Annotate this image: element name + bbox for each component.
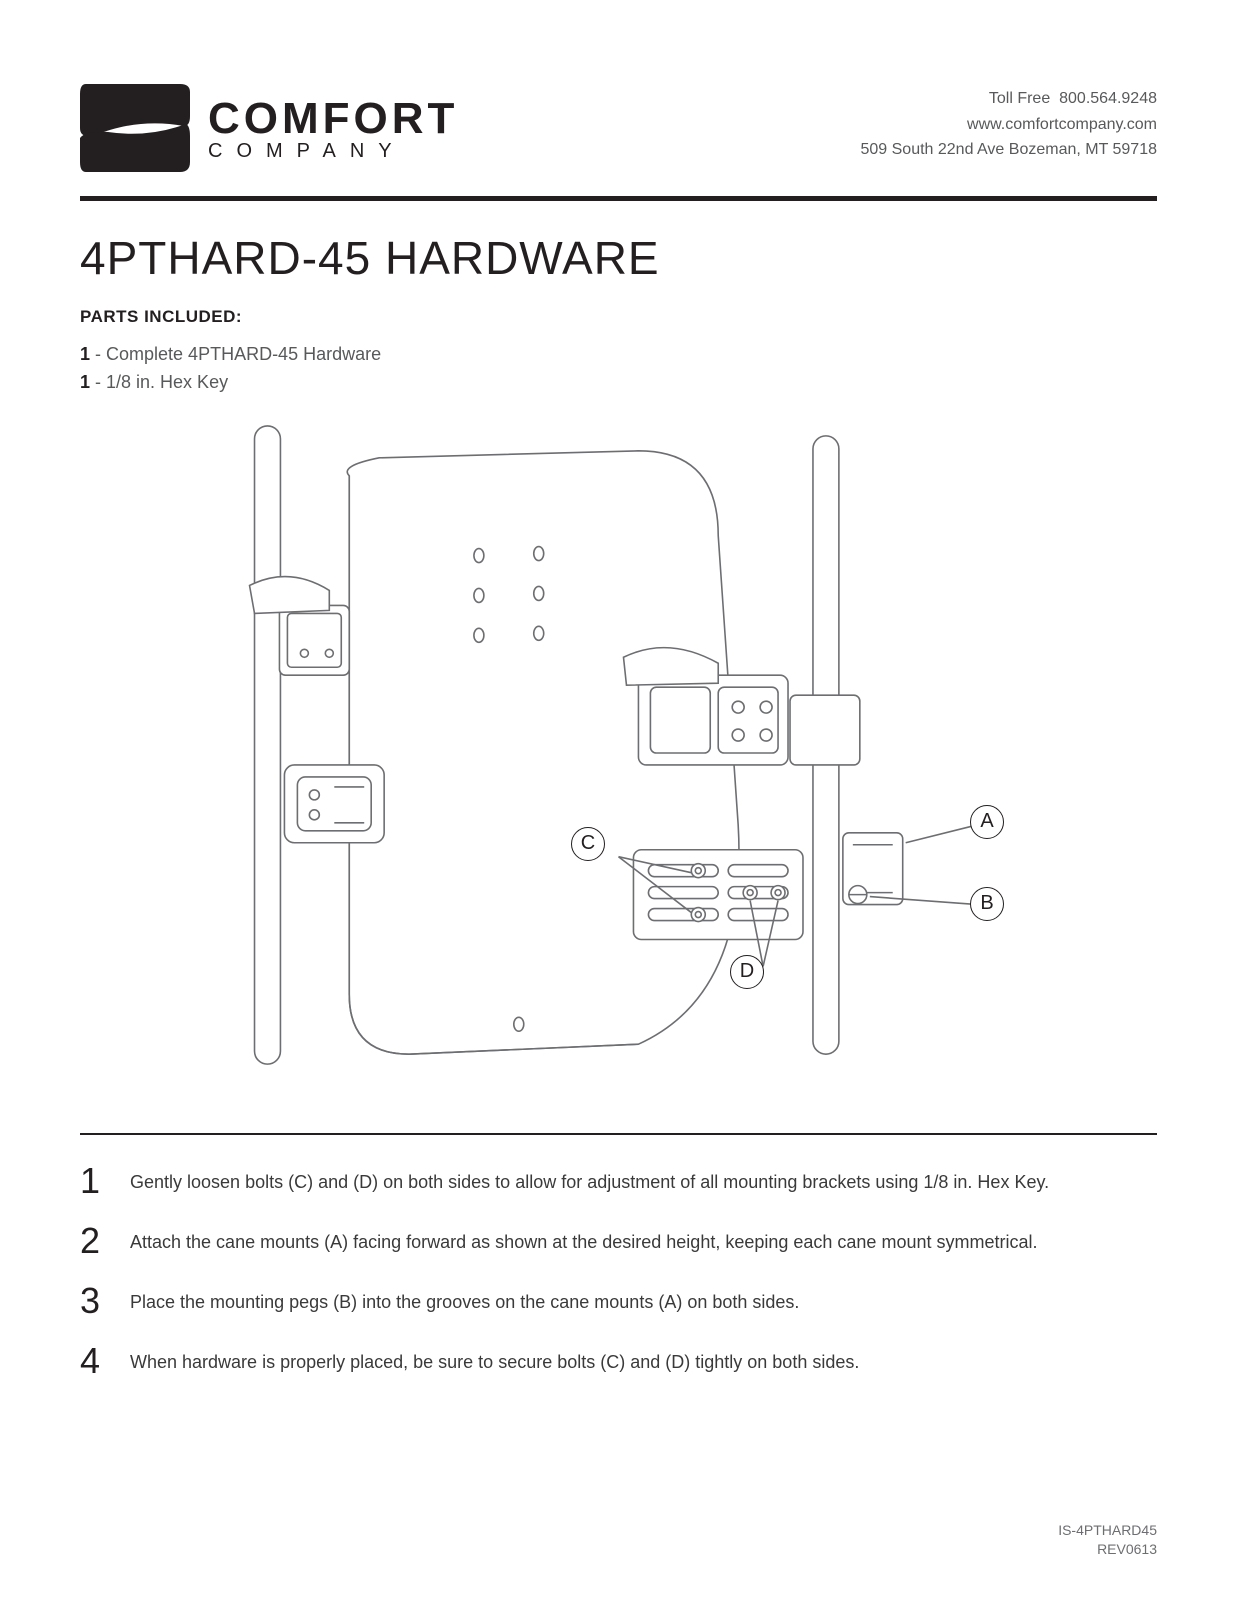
instruction-steps: 1 Gently loosen bolts (C) and (D) on bot… [80,1163,1157,1379]
page-title: 4PTHARD-45 HARDWARE [80,231,1157,285]
step-text: Gently loosen bolts (C) and (D) on both … [130,1163,1049,1196]
divider-thin [80,1133,1157,1135]
doc-footer: IS-4PTHARD45 REV0613 [1058,1521,1157,1560]
callout-b: B [970,887,1004,921]
part-item: 1 - Complete 4PTHARD-45 Hardware [80,341,1157,369]
callout-d: D [730,955,764,989]
contact-address: 509 South 22nd Ave Bozeman, MT 59718 [860,137,1157,163]
step-item: 2 Attach the cane mounts (A) facing forw… [80,1223,1157,1259]
logo-text: COMFORT COMPANY [208,94,458,163]
doc-id: IS-4PTHARD45 [1058,1521,1157,1541]
assembly-diagram: C D A B [80,395,1157,1115]
divider-thick [80,196,1157,201]
step-number: 3 [80,1283,108,1319]
step-text: Place the mounting pegs (B) into the gro… [130,1283,799,1316]
callout-a: A [970,805,1004,839]
logo-icon [80,80,190,176]
logo: COMFORT COMPANY [80,80,458,176]
parts-list: 1 - Complete 4PTHARD-45 Hardware 1 - 1/8… [80,341,1157,397]
parts-heading: PARTS INCLUDED: [80,307,1157,327]
step-number: 2 [80,1223,108,1259]
contact-block: Toll Free 800.564.9248 www.comfortcompan… [860,86,1157,163]
contact-phone: Toll Free 800.564.9248 [860,86,1157,112]
doc-rev: REV0613 [1058,1540,1157,1560]
contact-website: www.comfortcompany.com [860,112,1157,138]
step-text: When hardware is properly placed, be sur… [130,1343,859,1376]
header: COMFORT COMPANY Toll Free 800.564.9248 w… [80,80,1157,176]
brand-name: COMFORT [208,94,458,144]
step-item: 3 Place the mounting pegs (B) into the g… [80,1283,1157,1319]
part-item: 1 - 1/8 in. Hex Key [80,369,1157,397]
step-text: Attach the cane mounts (A) facing forwar… [130,1223,1037,1256]
step-number: 1 [80,1163,108,1199]
step-number: 4 [80,1343,108,1379]
callout-c: C [571,827,605,861]
step-item: 4 When hardware is properly placed, be s… [80,1343,1157,1379]
step-item: 1 Gently loosen bolts (C) and (D) on bot… [80,1163,1157,1199]
